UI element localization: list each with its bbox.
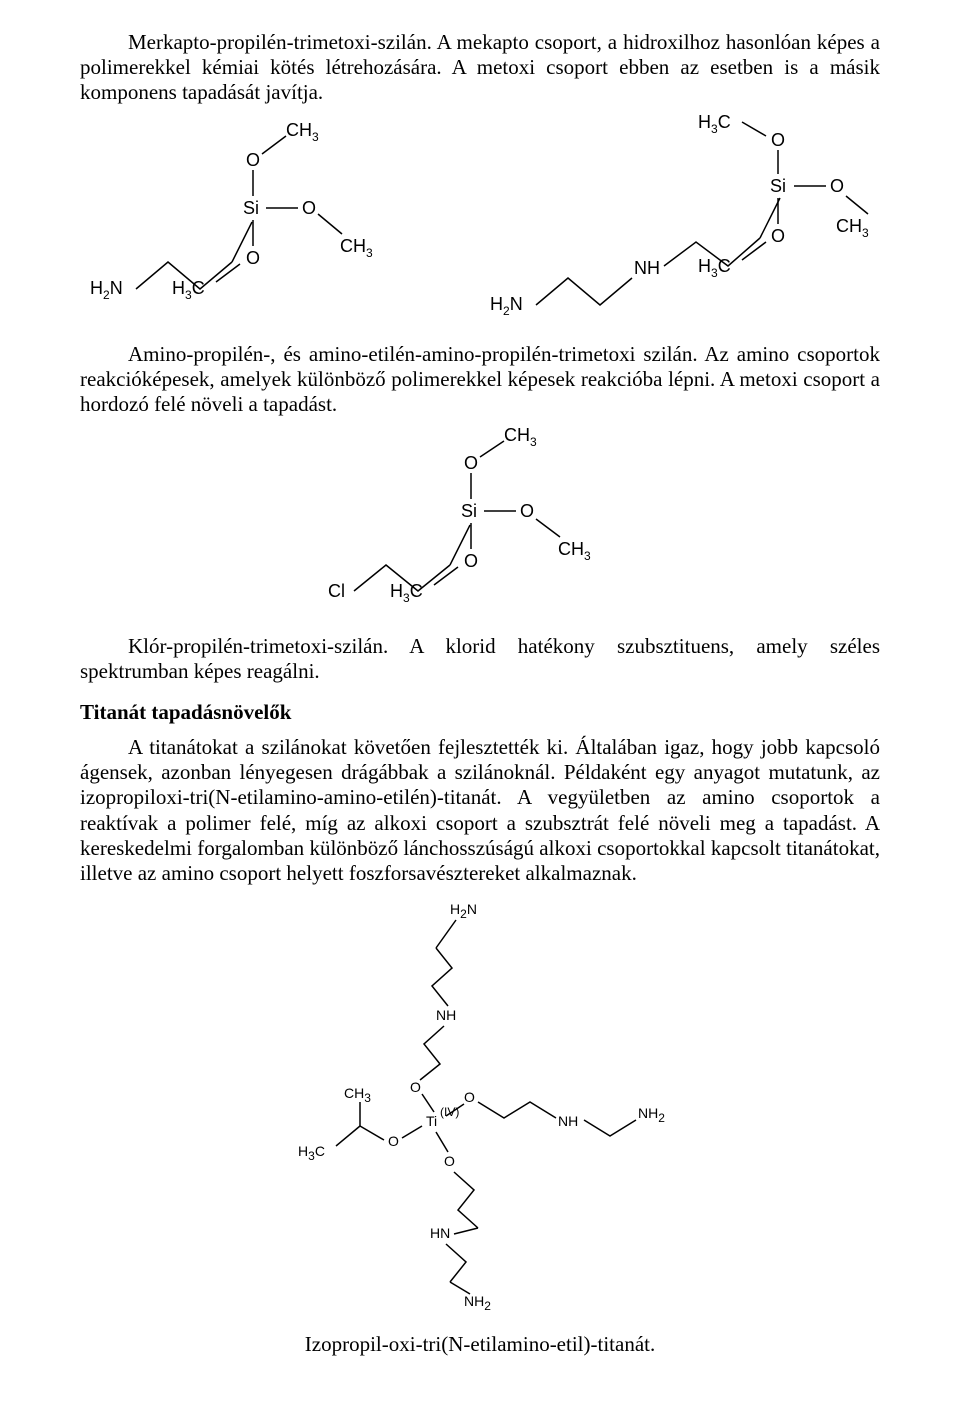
figure-chloro-silane: Cl Si O CH3 O CH3 O H3C	[80, 425, 880, 621]
paragraph-1: Merkapto-propilén-trimetoxi-szilán. A me…	[80, 30, 880, 106]
svg-text:CH3: CH3	[558, 539, 591, 563]
svg-text:H3C: H3C	[698, 256, 731, 280]
svg-text:NH: NH	[436, 1007, 456, 1023]
svg-text:HN: HN	[430, 1225, 450, 1241]
paragraph-4: A titanátokat a szilánokat követően fejl…	[80, 735, 880, 886]
svg-text:NH2: NH2	[464, 1293, 491, 1313]
paragraph-3: Klór-propilén-trimetoxi-szilán. A klorid…	[80, 634, 880, 684]
svg-text:H2N: H2N	[450, 901, 477, 921]
svg-text:O: O	[520, 501, 534, 521]
svg-text:NH: NH	[634, 258, 660, 278]
svg-text:O: O	[771, 130, 785, 150]
svg-text:O: O	[830, 176, 844, 196]
svg-text:H3C: H3C	[172, 278, 205, 302]
svg-text:O: O	[410, 1079, 421, 1095]
svg-text:O: O	[464, 453, 478, 473]
svg-text:CH3: CH3	[344, 1085, 371, 1105]
svg-text:CH3: CH3	[286, 120, 319, 144]
svg-text:O: O	[464, 551, 478, 571]
svg-text:CH3: CH3	[340, 236, 373, 260]
svg-text:O: O	[246, 248, 260, 268]
svg-text:H3C: H3C	[298, 1143, 325, 1163]
svg-text:O: O	[771, 226, 785, 246]
figure-titanate: Ti (IV) O CH3 H3C O NH H2N O NH NH2 O HN…	[80, 894, 880, 1320]
svg-text:Si: Si	[243, 198, 259, 218]
paragraph-2: Amino-propilén-, és amino-etilén-amino-p…	[80, 342, 880, 418]
svg-text:H2N: H2N	[90, 278, 123, 302]
svg-text:O: O	[246, 150, 260, 170]
svg-text:CH3: CH3	[504, 425, 537, 449]
svg-text:H2N: H2N	[490, 294, 523, 318]
svg-text:CH3: CH3	[836, 216, 869, 240]
svg-text:Si: Si	[770, 176, 786, 196]
svg-text:O: O	[388, 1133, 399, 1149]
svg-text:O: O	[444, 1153, 455, 1169]
svg-text:NH2: NH2	[638, 1105, 665, 1125]
svg-text:O: O	[302, 198, 316, 218]
svg-text:H3C: H3C	[698, 114, 731, 136]
svg-text:H3C: H3C	[390, 581, 423, 605]
svg-text:O: O	[464, 1089, 475, 1105]
svg-text:Ti: Ti	[426, 1113, 437, 1129]
section-title-titanate: Titanát tapadásnövelők	[80, 700, 880, 725]
svg-text:Cl: Cl	[328, 581, 345, 601]
figure-amino-silanes: H2N Si O CH3 O CH3 O H3C H2N NH Si	[80, 114, 880, 330]
figure-caption-titanate: Izopropil-oxi-tri(N-etilamino-etil)-tita…	[80, 1332, 880, 1357]
svg-text:Si: Si	[461, 501, 477, 521]
svg-text:(IV): (IV)	[440, 1105, 459, 1119]
svg-text:NH: NH	[558, 1113, 578, 1129]
